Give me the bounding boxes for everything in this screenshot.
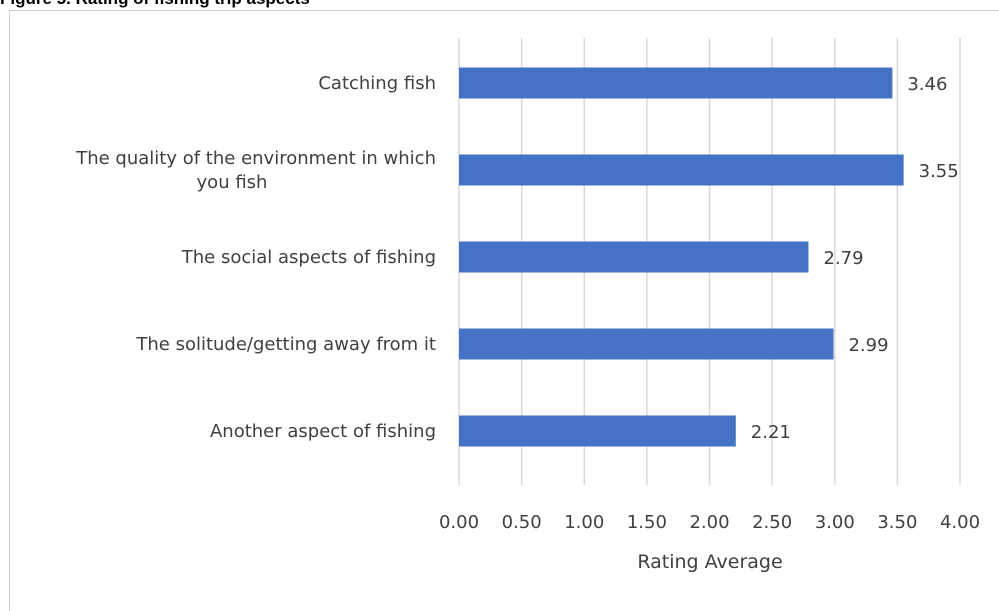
data-label: 2.79 bbox=[823, 248, 863, 269]
data-label: 3.55 bbox=[919, 161, 959, 182]
x-tick-label: 3.00 bbox=[815, 512, 855, 533]
bar bbox=[459, 67, 893, 99]
category-label: you fish bbox=[197, 172, 268, 193]
x-tick-labels: 0.00 0.50 1.00 1.50 2.00 2.50 3.00 3.50 4.00 bbox=[439, 512, 980, 533]
x-tick-label: 4.00 bbox=[940, 512, 980, 533]
data-label: 3.46 bbox=[907, 74, 947, 95]
x-tick-label: 1.00 bbox=[564, 512, 604, 533]
category-labels: Catching fish The quality of the environm… bbox=[75, 73, 436, 442]
x-axis-title: Rating Average bbox=[637, 551, 782, 573]
category-label: The social aspects of fishing bbox=[181, 247, 436, 268]
data-labels: 3.46 3.55 2.79 2.99 2.21 bbox=[751, 74, 959, 443]
x-tick-label: 1.50 bbox=[627, 512, 667, 533]
category-label: Catching fish bbox=[318, 73, 436, 94]
x-tick-label: 2.50 bbox=[752, 512, 792, 533]
bar bbox=[459, 241, 809, 273]
data-label: 2.99 bbox=[848, 335, 888, 356]
x-tick-label: 2.00 bbox=[689, 512, 729, 533]
x-tick-label: 3.50 bbox=[877, 512, 917, 533]
category-label: The quality of the environment in which bbox=[75, 148, 436, 169]
x-tick-label: 0.50 bbox=[502, 512, 542, 533]
chart-frame bbox=[9, 10, 999, 611]
bar bbox=[459, 328, 834, 360]
bars bbox=[459, 67, 904, 447]
bar bbox=[459, 154, 904, 186]
data-label: 2.21 bbox=[751, 422, 791, 443]
bar bbox=[459, 415, 736, 447]
category-label: Another aspect of fishing bbox=[210, 421, 436, 442]
category-label: The solitude/getting away from it bbox=[135, 334, 436, 355]
x-tick-label: 0.00 bbox=[439, 512, 479, 533]
figure-title: Figure 5. Rating of fishing trip aspects bbox=[0, 0, 310, 9]
